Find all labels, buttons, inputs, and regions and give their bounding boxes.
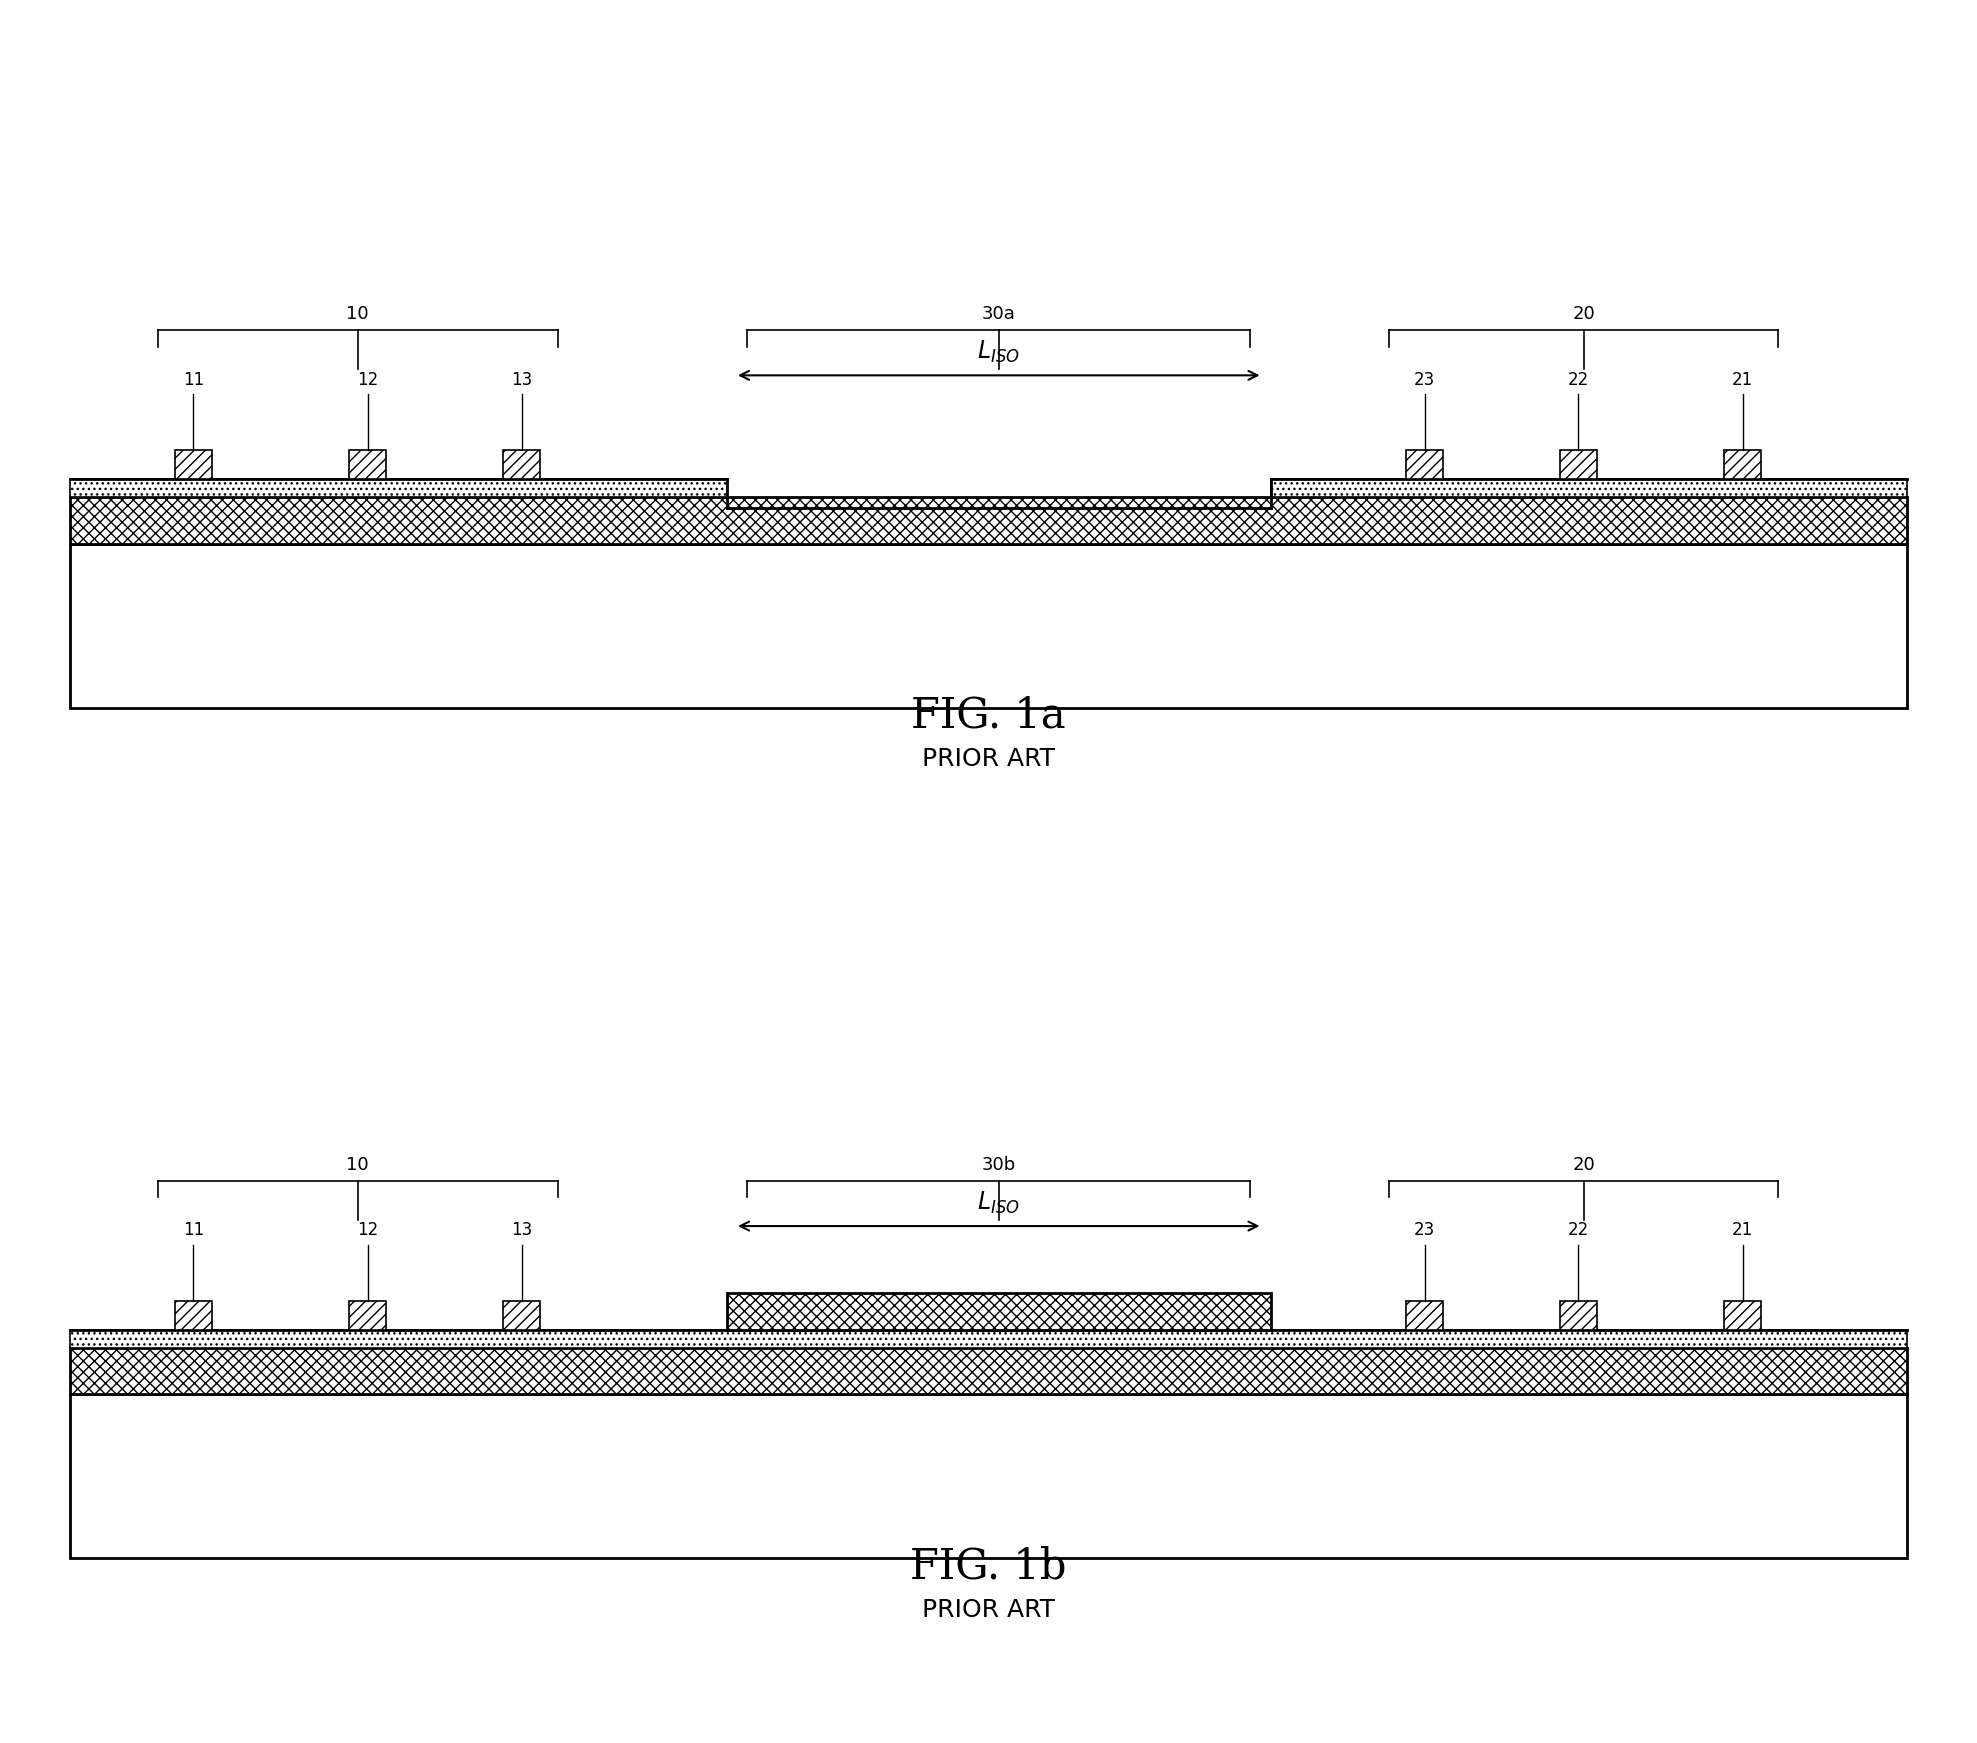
Bar bbox=[728, 1293, 1271, 1330]
Bar bbox=[350, 450, 386, 479]
Text: 11: 11 bbox=[182, 1222, 204, 1239]
Bar bbox=[174, 450, 212, 479]
Bar bbox=[71, 1394, 1906, 1558]
Text: 11: 11 bbox=[182, 371, 204, 389]
Text: 20: 20 bbox=[1572, 1156, 1595, 1173]
Text: 12: 12 bbox=[358, 371, 378, 389]
Bar bbox=[504, 450, 540, 479]
Bar bbox=[71, 1347, 1906, 1394]
Text: PRIOR ART: PRIOR ART bbox=[921, 1598, 1056, 1623]
Bar bbox=[350, 1300, 386, 1330]
Text: 22: 22 bbox=[1568, 1222, 1590, 1239]
Bar bbox=[1724, 1300, 1762, 1330]
Text: 21: 21 bbox=[1732, 371, 1754, 389]
Text: 13: 13 bbox=[512, 1222, 532, 1239]
Bar bbox=[174, 1300, 212, 1330]
Bar bbox=[1271, 479, 1906, 497]
Text: 12: 12 bbox=[358, 1222, 378, 1239]
Text: $L_{ISO}$: $L_{ISO}$ bbox=[977, 1190, 1020, 1217]
Text: FIG. 1b: FIG. 1b bbox=[909, 1546, 1068, 1588]
Text: PRIOR ART: PRIOR ART bbox=[921, 748, 1056, 772]
Bar bbox=[71, 497, 1906, 544]
Text: 10: 10 bbox=[346, 1156, 370, 1173]
Text: 30a: 30a bbox=[983, 305, 1016, 322]
Bar bbox=[504, 1300, 540, 1330]
Bar bbox=[71, 479, 728, 497]
Bar bbox=[1406, 450, 1443, 479]
Text: FIG. 1a: FIG. 1a bbox=[911, 694, 1066, 737]
Bar bbox=[71, 1330, 1906, 1347]
Bar bbox=[1406, 1300, 1443, 1330]
Bar bbox=[71, 544, 1906, 708]
Text: 13: 13 bbox=[512, 371, 532, 389]
Bar bbox=[1724, 450, 1762, 479]
Text: 21: 21 bbox=[1732, 1222, 1754, 1239]
Text: 23: 23 bbox=[1414, 371, 1435, 389]
Bar bbox=[1560, 450, 1597, 479]
Text: 10: 10 bbox=[346, 305, 370, 322]
Text: 20: 20 bbox=[1572, 305, 1595, 322]
Bar bbox=[1560, 1300, 1597, 1330]
Text: 30b: 30b bbox=[983, 1156, 1016, 1173]
Text: $L_{ISO}$: $L_{ISO}$ bbox=[977, 338, 1020, 364]
Text: 23: 23 bbox=[1414, 1222, 1435, 1239]
Text: 22: 22 bbox=[1568, 371, 1590, 389]
